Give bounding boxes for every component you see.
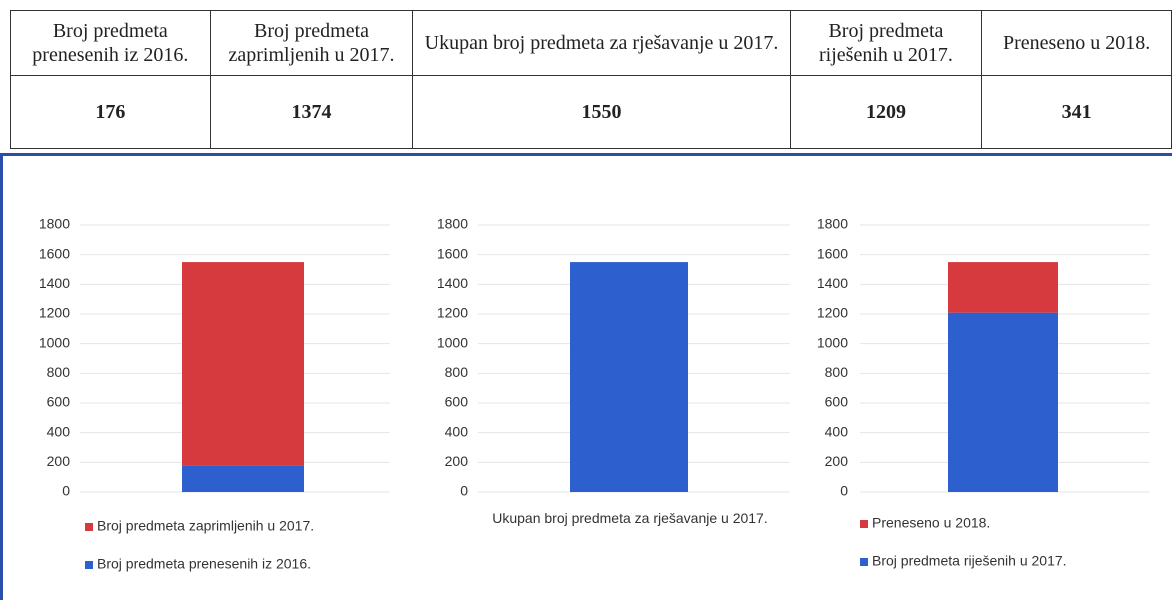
summary-table: Broj predmeta prenesenih iz 2016. Broj pr… (10, 10, 1172, 149)
header-cell: Preneseno u 2018. (981, 10, 1172, 76)
value-row: 176 1374 1550 1209 341 (10, 75, 1172, 149)
bar (570, 262, 688, 492)
header-row: Broj predmeta prenesenih iz 2016. Broj pr… (10, 10, 1172, 76)
y-tick-label: 1400 (39, 275, 70, 291)
value-cell: 176 (10, 75, 211, 149)
y-tick-label: 1000 (39, 334, 70, 350)
y-tick-label: 200 (47, 453, 71, 469)
legend-swatch (85, 561, 93, 569)
y-tick-label: 1800 (437, 216, 468, 232)
header-cell: Broj predmeta zaprimljenih u 2017. (209, 10, 414, 76)
y-tick-label: 1000 (437, 334, 468, 350)
value-cell: 341 (981, 75, 1172, 149)
y-tick-label: 600 (47, 394, 71, 410)
bar (948, 262, 1058, 313)
legend-label: Broj predmeta riješenih u 2017. (872, 553, 1067, 569)
legend-swatch (860, 520, 868, 528)
bar (182, 262, 304, 466)
header-cell: Broj predmeta riješenih u 2017. (789, 10, 983, 76)
y-tick-label: 1000 (817, 334, 848, 350)
y-tick-label: 800 (47, 364, 71, 380)
legend-swatch (860, 558, 868, 566)
legend-label: Broj predmeta prenesenih iz 2016. (97, 556, 311, 572)
y-tick-label: 1600 (817, 245, 848, 261)
legend-swatch (85, 523, 93, 531)
y-tick-label: 600 (445, 394, 469, 410)
y-tick-label: 1800 (817, 216, 848, 232)
y-tick-label: 400 (47, 423, 71, 439)
y-tick-label: 800 (445, 364, 469, 380)
y-tick-label: 1200 (437, 305, 468, 321)
chart-panel (0, 153, 1172, 600)
y-tick-label: 1400 (437, 275, 468, 291)
y-tick-label: 1400 (817, 275, 848, 291)
y-tick-label: 0 (62, 483, 70, 499)
legend-label: Preneseno u 2018. (872, 515, 990, 531)
category-label: Ukupan broj predmeta za rješavanje u 201… (492, 510, 768, 526)
y-tick-label: 0 (460, 483, 468, 499)
bar (948, 312, 1058, 492)
y-tick-label: 1200 (817, 305, 848, 321)
y-tick-label: 400 (445, 423, 469, 439)
y-tick-label: 200 (825, 453, 849, 469)
y-tick-label: 0 (840, 483, 848, 499)
value-cell: 1550 (412, 75, 791, 149)
header-cell: Broj predmeta prenesenih iz 2016. (10, 10, 211, 76)
bar (182, 465, 304, 492)
y-tick-label: 1600 (437, 245, 468, 261)
value-cell: 1209 (789, 75, 983, 149)
y-tick-label: 1600 (39, 245, 70, 261)
y-tick-label: 1200 (39, 305, 70, 321)
y-tick-label: 1800 (39, 216, 70, 232)
y-tick-label: 400 (825, 423, 849, 439)
y-tick-label: 600 (825, 394, 849, 410)
value-cell: 1374 (209, 75, 414, 149)
header-cell: Ukupan broj predmeta za rješavanje u 201… (412, 10, 791, 76)
legend-label: Broj predmeta zaprimljenih u 2017. (97, 518, 314, 534)
y-tick-label: 200 (445, 453, 469, 469)
y-tick-label: 800 (825, 364, 849, 380)
